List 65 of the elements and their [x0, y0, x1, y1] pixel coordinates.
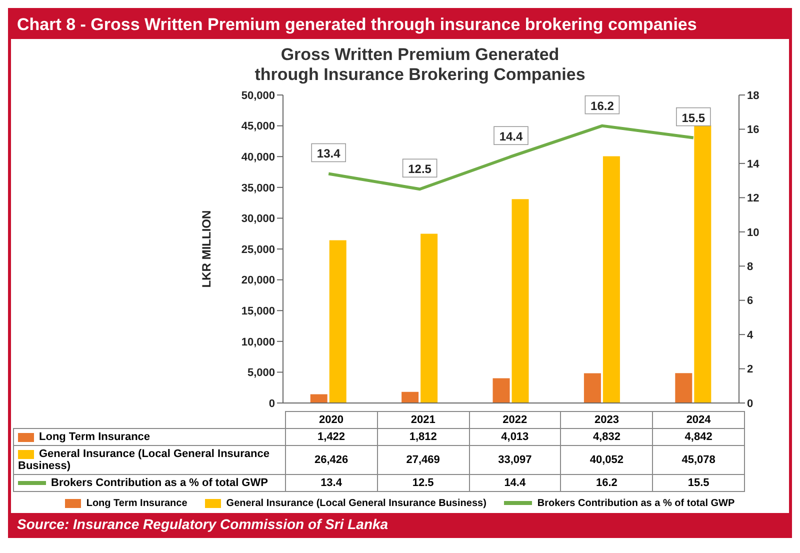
y2-tick-label: 0 [747, 398, 754, 410]
data-label: 4,832 [560, 428, 653, 446]
bar [512, 199, 529, 403]
y-tick-label: 40,000 [241, 152, 275, 164]
y2-tick-label: 18 [747, 90, 760, 102]
y-tick-label: 5,000 [247, 367, 275, 380]
data-label: 4,842 [652, 428, 744, 446]
y-tick-label: 10,000 [241, 336, 275, 348]
y2-tick-label: 14 [747, 158, 760, 170]
chart-subtitle: Gross Written Premium Generated through Insurance Brokering Companies [254, 44, 586, 85]
text: 12.5 [408, 162, 432, 176]
bar [602, 156, 620, 403]
x-tick-label: 2023 [560, 412, 653, 428]
bar [402, 392, 419, 403]
bar [310, 394, 328, 403]
x-tick-label: 2021 [377, 412, 469, 428]
x-tick-label: 2020 [285, 412, 378, 428]
text: 15.5 [682, 110, 706, 125]
data-label: 15.5 [652, 474, 744, 492]
y-tick-label: 25,000 [241, 244, 275, 256]
bar [492, 378, 510, 403]
data-label: 27,469 [377, 446, 469, 474]
y2-tick-label: 2 [747, 364, 754, 376]
data-label: 1,422 [285, 428, 378, 446]
y2-tick-label: 10 [747, 226, 760, 239]
text: Long Term Insurance [39, 431, 150, 443]
text: 14.4 [499, 130, 523, 144]
data-label: 33,097 [469, 446, 561, 474]
text: Brokers Contribution as a % of total GWP [537, 498, 735, 509]
y2-tick-label: 12 [747, 192, 760, 205]
data-label: 13.4 [285, 474, 378, 492]
data-label: 26,426 [285, 446, 378, 474]
y2-tick-label: 4 [747, 329, 754, 342]
data-label: 40,052 [560, 446, 653, 474]
data-label: 1,812 [377, 428, 469, 446]
y-tick-label: 0 [268, 398, 275, 410]
y-tick-label: 30,000 [241, 213, 275, 226]
data-label: 4,013 [469, 428, 561, 446]
text: 16.2 [590, 98, 614, 113]
y-tick-label: 45,000 [241, 120, 275, 133]
legend-label: Brokers Contribution as a % of total GWP [14, 474, 286, 492]
y2-tick-label: 8 [747, 261, 754, 274]
y-axis-title: LKR MILLION [199, 210, 214, 288]
bar [420, 234, 438, 403]
chart-title: Chart 8 - Gross Written Premium generated through insurance brokering companies [11, 11, 789, 39]
bar [329, 240, 346, 403]
y-tick-label: 20,000 [241, 274, 275, 287]
source-note: Source: Insurance Regulatory Commission of Sri Lanka [11, 513, 789, 535]
data-label: 45,078 [652, 446, 744, 474]
y2-tick-label: 16 [747, 124, 760, 136]
legend-label: General Insurance (Local General Insurance Business) [14, 446, 286, 474]
data-label: 14.4 [469, 474, 561, 492]
x-tick-label: 2022 [469, 412, 561, 428]
bar [584, 373, 601, 403]
text: General Insurance (Local General Insurance Business) [226, 498, 486, 509]
data-label: 16.2 [560, 474, 653, 492]
x-tick-label: 2024 [652, 412, 744, 428]
y-tick-label: 35,000 [241, 182, 275, 194]
bar [675, 373, 692, 403]
legend-label: Long Term Insurance [85, 498, 188, 509]
y2-tick-label: 6 [747, 295, 754, 308]
y-tick-label: 15,000 [241, 306, 275, 318]
data-label: 12.5 [377, 474, 469, 492]
y-tick-label: 50,000 [241, 90, 275, 102]
text: 13.4 [316, 146, 340, 161]
